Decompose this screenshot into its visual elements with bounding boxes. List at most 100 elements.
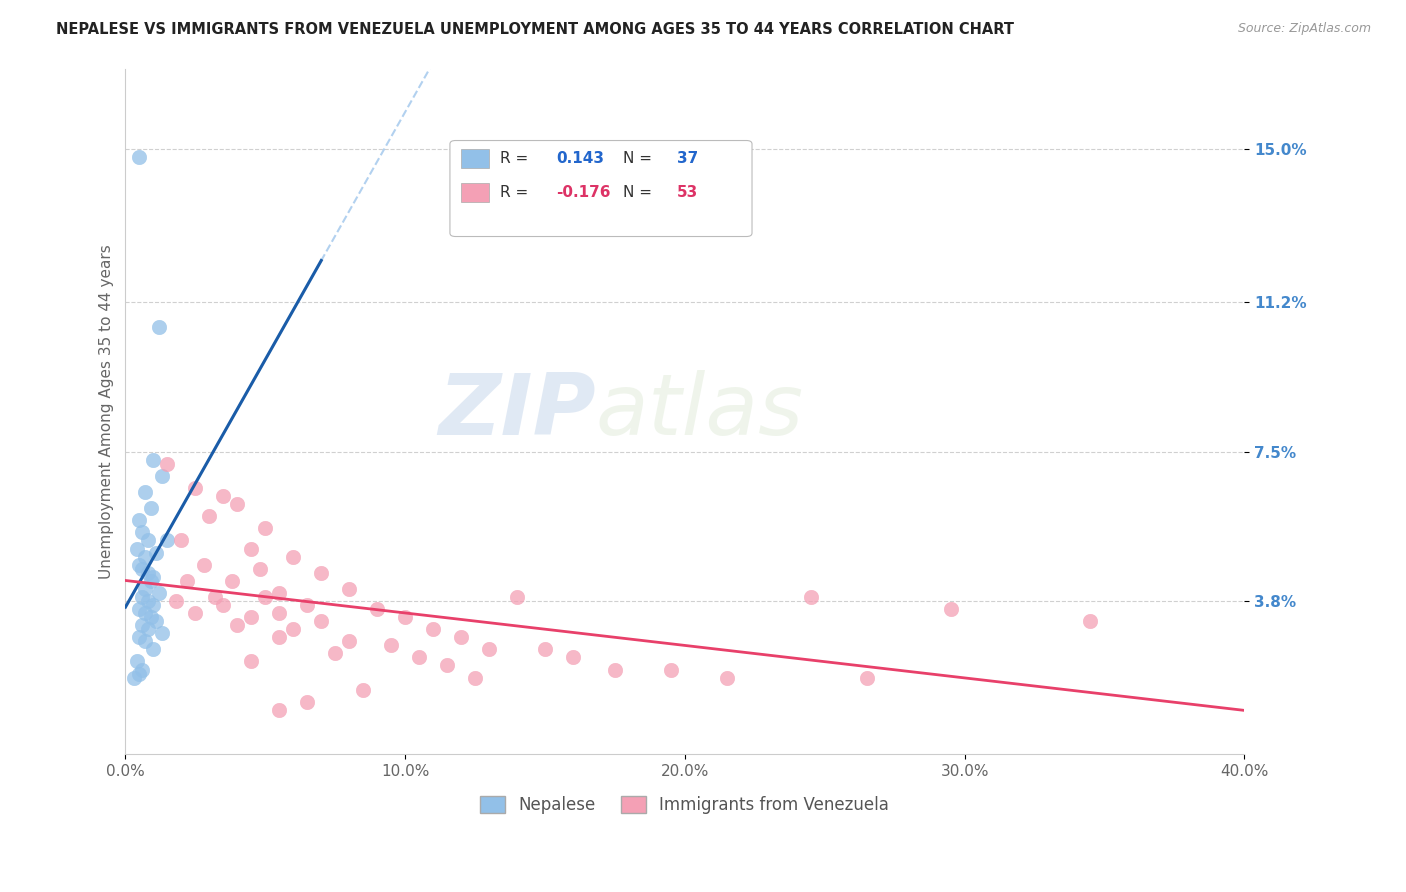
- Text: ZIP: ZIP: [437, 370, 595, 453]
- Point: [128, 513, 150, 527]
- Point: [131, 525, 153, 540]
- Point: [131, 562, 153, 576]
- FancyBboxPatch shape: [461, 183, 489, 202]
- Point: [136, 622, 159, 636]
- Point: [145, 545, 167, 559]
- Point: [204, 590, 226, 604]
- Point: [134, 634, 156, 648]
- Point: [136, 533, 159, 548]
- Point: [506, 590, 529, 604]
- Point: [249, 562, 271, 576]
- Point: [184, 481, 207, 495]
- Point: [254, 590, 277, 604]
- Point: [131, 590, 153, 604]
- Point: [122, 671, 145, 685]
- Point: [212, 598, 235, 612]
- Point: [450, 630, 472, 644]
- Text: 0.143: 0.143: [557, 151, 605, 166]
- Text: N =: N =: [623, 151, 657, 166]
- Point: [269, 630, 291, 644]
- Point: [436, 658, 458, 673]
- Point: [269, 606, 291, 620]
- Point: [337, 582, 360, 596]
- Point: [125, 541, 148, 556]
- Point: [136, 594, 159, 608]
- Point: [394, 610, 416, 624]
- Point: [139, 610, 162, 624]
- Point: [128, 602, 150, 616]
- Point: [240, 655, 263, 669]
- Point: [134, 485, 156, 500]
- Point: [176, 574, 198, 588]
- Point: [283, 622, 305, 636]
- Point: [408, 650, 430, 665]
- Point: [939, 602, 962, 616]
- Point: [170, 533, 193, 548]
- Text: atlas: atlas: [595, 370, 803, 453]
- Point: [464, 671, 486, 685]
- Point: [156, 457, 179, 471]
- Point: [150, 469, 173, 483]
- Point: [603, 663, 626, 677]
- Point: [309, 566, 332, 580]
- Point: [297, 695, 319, 709]
- Text: Source: ZipAtlas.com: Source: ZipAtlas.com: [1237, 22, 1371, 36]
- Point: [221, 574, 243, 588]
- Point: [131, 618, 153, 632]
- Text: R =: R =: [501, 186, 533, 200]
- Point: [131, 663, 153, 677]
- Point: [142, 570, 165, 584]
- Point: [337, 634, 360, 648]
- Point: [193, 558, 215, 572]
- Point: [716, 671, 738, 685]
- Point: [269, 703, 291, 717]
- Point: [380, 638, 402, 652]
- Point: [562, 650, 585, 665]
- Point: [139, 501, 162, 516]
- Point: [134, 606, 156, 620]
- Point: [150, 626, 173, 640]
- Point: [145, 614, 167, 628]
- Point: [352, 682, 374, 697]
- Point: [125, 655, 148, 669]
- Point: [283, 549, 305, 564]
- Point: [156, 533, 179, 548]
- Point: [136, 566, 159, 580]
- Point: [323, 646, 346, 660]
- Text: R =: R =: [501, 151, 533, 166]
- Text: 37: 37: [678, 151, 699, 166]
- Point: [659, 663, 682, 677]
- Point: [309, 614, 332, 628]
- Point: [165, 594, 187, 608]
- Point: [226, 497, 249, 511]
- Point: [478, 642, 501, 657]
- Point: [297, 598, 319, 612]
- Point: [128, 666, 150, 681]
- Text: 53: 53: [678, 186, 699, 200]
- Point: [226, 618, 249, 632]
- FancyBboxPatch shape: [461, 149, 489, 168]
- Point: [184, 606, 207, 620]
- Point: [128, 630, 150, 644]
- Point: [240, 610, 263, 624]
- Point: [269, 586, 291, 600]
- Point: [142, 452, 165, 467]
- Point: [240, 541, 263, 556]
- Point: [134, 582, 156, 596]
- Point: [134, 549, 156, 564]
- Point: [422, 622, 444, 636]
- Text: NEPALESE VS IMMIGRANTS FROM VENEZUELA UNEMPLOYMENT AMONG AGES 35 TO 44 YEARS COR: NEPALESE VS IMMIGRANTS FROM VENEZUELA UN…: [56, 22, 1014, 37]
- Point: [855, 671, 877, 685]
- Point: [142, 598, 165, 612]
- Point: [142, 642, 165, 657]
- Point: [148, 586, 170, 600]
- Y-axis label: Unemployment Among Ages 35 to 44 years: Unemployment Among Ages 35 to 44 years: [100, 244, 114, 579]
- Point: [212, 489, 235, 503]
- Point: [800, 590, 823, 604]
- Point: [1080, 614, 1102, 628]
- Text: -0.176: -0.176: [557, 186, 610, 200]
- Text: N =: N =: [623, 186, 657, 200]
- Point: [148, 319, 170, 334]
- Point: [366, 602, 388, 616]
- Point: [128, 558, 150, 572]
